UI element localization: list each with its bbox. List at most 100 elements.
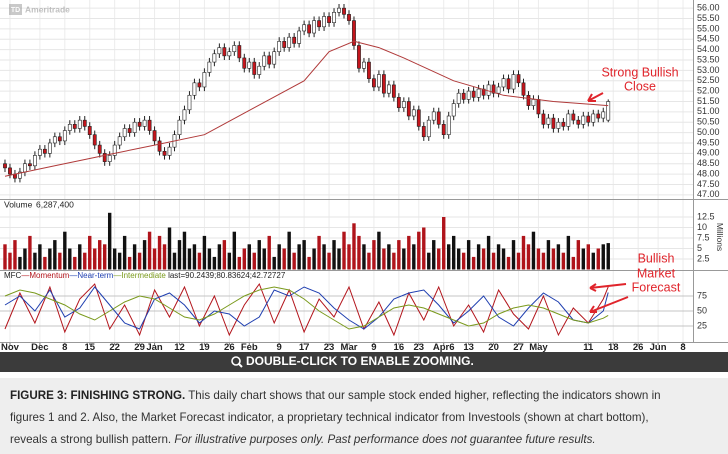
candle-body xyxy=(8,167,12,175)
volume-bar xyxy=(531,231,536,270)
candle-body xyxy=(37,148,42,156)
candle-body xyxy=(187,94,192,111)
volume-bar xyxy=(267,235,271,270)
candle-body xyxy=(302,24,307,32)
zoom-banner[interactable] xyxy=(0,352,728,372)
y-tick-label: 49.00 xyxy=(697,148,720,158)
candle-body xyxy=(337,7,341,13)
candle-body xyxy=(347,14,351,21)
y-tick-label: 54.00 xyxy=(697,44,720,54)
caption-heading: FIGURE 3: FINISHING STRONG. xyxy=(10,389,185,402)
y-tick-label: 56.00 xyxy=(697,3,720,13)
volume-bar xyxy=(442,217,446,270)
volume-bar xyxy=(3,244,7,270)
candle-body xyxy=(137,121,142,127)
candle-body xyxy=(566,113,571,127)
y-tick-label: 53.00 xyxy=(697,65,720,75)
x-tick-label: 18 xyxy=(608,342,619,353)
annotation: Bullish xyxy=(638,251,675,265)
chart-background xyxy=(0,0,728,352)
volume-bar xyxy=(292,252,296,270)
x-tick-label: 9 xyxy=(371,342,376,353)
candle-body xyxy=(182,109,187,121)
candle-body xyxy=(541,113,546,125)
candle-body xyxy=(441,124,446,135)
volume-bar xyxy=(297,244,301,270)
x-tick-label: Jan xyxy=(146,342,163,353)
volume-bar xyxy=(167,227,172,270)
candle-body xyxy=(357,45,361,69)
candle-body xyxy=(322,16,326,28)
volume-bar xyxy=(28,235,32,270)
plot-area: 47.0047.5048.0048.5049.0049.5050.0050.50… xyxy=(0,0,725,353)
volume-bar xyxy=(501,248,506,270)
candle-body xyxy=(252,61,257,75)
volume-bar xyxy=(362,244,366,270)
candle-body xyxy=(491,84,496,94)
legend-separator: — xyxy=(69,271,77,280)
candle-body xyxy=(496,86,501,94)
logo-box xyxy=(9,4,22,15)
x-tick-label: 29 xyxy=(134,342,145,353)
volume-bar xyxy=(606,243,610,270)
volume-bar xyxy=(342,231,346,270)
candle-body xyxy=(3,163,7,169)
volume-bar xyxy=(207,248,212,270)
x-tick-label: 27 xyxy=(513,342,524,353)
legend-label: MFC xyxy=(4,271,22,280)
candle-body xyxy=(591,113,596,123)
candle-body xyxy=(526,94,531,106)
x-tick-label: 23 xyxy=(414,342,425,353)
volume-bar xyxy=(471,256,476,270)
volume-bar xyxy=(107,212,112,270)
candle-body xyxy=(416,109,421,127)
volume-bar xyxy=(556,244,561,270)
volume-bar xyxy=(177,240,182,270)
candle-body xyxy=(516,74,521,84)
volume-bar xyxy=(277,244,281,270)
volume-label: Volume xyxy=(4,199,33,209)
volume-bar xyxy=(13,240,17,270)
y-tick-label: 75 xyxy=(697,290,707,300)
volume-bar xyxy=(437,248,441,270)
volume-bar xyxy=(451,235,456,270)
axis-label: Millions xyxy=(715,223,725,251)
candle-body xyxy=(386,84,391,94)
annotation: Market xyxy=(637,266,676,280)
volume-bar xyxy=(407,235,411,270)
volume-bar xyxy=(447,244,451,270)
volume-bar xyxy=(536,248,541,270)
candle-body xyxy=(77,119,82,129)
volume-bar xyxy=(571,256,576,270)
x-tick-label: Mar xyxy=(341,342,358,353)
volume-bar xyxy=(317,235,321,270)
volume-bar xyxy=(222,240,227,270)
volume-bar xyxy=(347,244,351,270)
volume-last: 6,287,400 xyxy=(36,199,74,209)
volume-bar xyxy=(397,240,401,270)
volume-bar xyxy=(456,248,461,270)
caption-body: This daily chart shows that our sample s… xyxy=(188,389,660,402)
candle-body xyxy=(237,45,242,59)
volume-bar xyxy=(312,248,316,270)
y-tick-label: 55.50 xyxy=(697,13,720,23)
volume-bar xyxy=(287,231,291,270)
volume-bar xyxy=(38,244,42,270)
caption-line: FIGURE 3: FINISHING STRONG. This daily c… xyxy=(10,389,661,402)
candle-body xyxy=(107,155,112,162)
volume-bar xyxy=(152,248,157,270)
volume-bar xyxy=(372,240,376,270)
logo-mark: TD xyxy=(11,7,20,14)
y-tick-label: 2.5 xyxy=(697,253,710,263)
volume-bar xyxy=(112,248,117,270)
y-tick-label: 53.50 xyxy=(697,54,720,64)
volume-bar xyxy=(8,252,12,270)
volume-bar xyxy=(601,244,605,270)
volume-bar xyxy=(561,252,566,270)
volume-bar xyxy=(242,248,246,270)
candle-body xyxy=(456,92,461,104)
volume-bar xyxy=(377,231,381,270)
annotation-arrow xyxy=(589,296,629,313)
volume-bar xyxy=(591,252,595,270)
volume-bar xyxy=(172,252,177,270)
